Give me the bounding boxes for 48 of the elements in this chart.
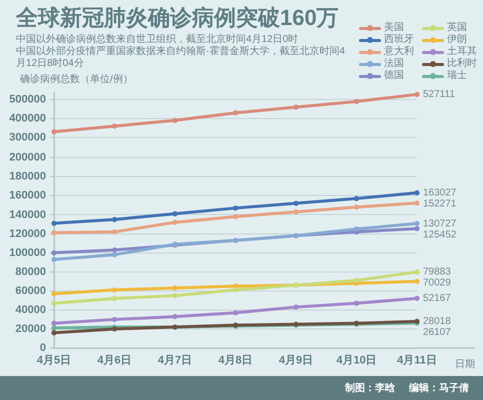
y-axis-title: 确诊病例总数（单位/例） <box>19 72 133 85</box>
legend-label: 美国 <box>384 22 404 34</box>
data-label: 152271 <box>423 198 457 210</box>
x-tick-label: 4月8日 <box>218 354 253 367</box>
legend-label: 瑞士 <box>447 70 467 82</box>
y-tick-label: 100000 <box>9 246 46 259</box>
y-tick-label: 120000 <box>9 228 46 240</box>
y-tick-label: 40000 <box>15 304 46 316</box>
x-tick-label: 4月6日 <box>97 354 132 367</box>
y-tick-label: 80000 <box>15 266 46 278</box>
legend-label: 英国 <box>447 22 467 34</box>
y-tick-label: 500000 <box>9 94 46 106</box>
text: 编辑：马子倩 <box>409 382 469 395</box>
data-label: 527111 <box>423 89 456 100</box>
y-tick-label: 160000 <box>9 190 46 202</box>
y-tick-label: 200000 <box>9 152 46 164</box>
x-tick-label: 4月10日 <box>336 354 377 367</box>
text: 制图：李晗 <box>345 382 395 395</box>
x-tick-label: 4月11日 <box>397 354 437 367</box>
x-tick-label: 4月9日 <box>278 354 314 367</box>
x-axis-title: 日期 <box>455 358 475 370</box>
text: 中国以外部分疫情严重国家数据来自约翰斯·霍普金斯大学，截至北京时间4月12日8时04分 <box>16 46 346 70</box>
y-tick-label: 400000 <box>9 112 46 125</box>
legend-label: 土耳其 <box>447 46 477 58</box>
data-label: 130727 <box>423 218 457 230</box>
x-tick-label: 4月7日 <box>158 354 192 367</box>
y-tick-label: 140000 <box>9 208 46 221</box>
data-label: 28018 <box>423 316 452 328</box>
data-label: 26107 <box>423 327 452 338</box>
legend-label: 法国 <box>384 58 404 70</box>
legend-label: 伊朗 <box>447 34 467 46</box>
data-label: 79883 <box>423 266 452 278</box>
legend-label: 意大利 <box>384 46 414 58</box>
chart-subtitle: 中国以外确诊病例总数来自世卫组织，截至北京时间4月12日0时 <box>16 34 300 46</box>
legend-label: 德国 <box>384 70 404 82</box>
legend-label: 西班牙 <box>384 34 414 46</box>
data-label: 163027 <box>423 188 457 199</box>
data-label: 125452 <box>423 229 457 240</box>
x-tick-label: 4月5日 <box>36 354 72 367</box>
y-tick-label: 180000 <box>9 170 46 183</box>
data-label: 52167 <box>423 293 452 304</box>
y-tick-label: 300000 <box>9 131 46 144</box>
legend-label: 比利时 <box>447 58 477 70</box>
data-label: 70029 <box>423 278 452 289</box>
y-tick-label: 0 <box>40 342 46 354</box>
chart-title: 全球新冠肺炎确诊病例突破160万 <box>16 5 339 31</box>
y-tick-label: 60000 <box>15 284 46 297</box>
y-tick-label: 20000 <box>15 322 46 335</box>
